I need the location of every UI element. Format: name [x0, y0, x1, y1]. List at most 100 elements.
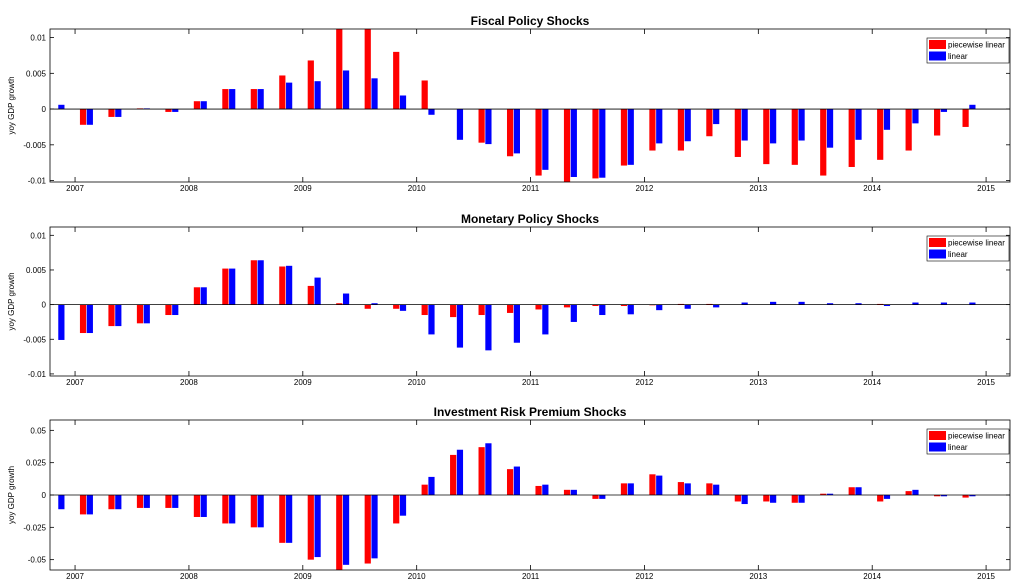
legend-label-piecewise: piecewise linear [948, 239, 1005, 248]
bar-linear-13 [428, 476, 435, 495]
bar-linear-18 [570, 109, 577, 177]
bar-piecewise-4 [165, 495, 172, 508]
bar-linear-8 [286, 82, 293, 110]
bar-linear-1 [86, 109, 93, 125]
bar-piecewise-20 [620, 304, 628, 307]
bar-piecewise-15 [478, 304, 485, 316]
bar-linear-21 [656, 475, 663, 495]
bar-linear-1 [86, 495, 93, 515]
bar-linear-10 [342, 70, 350, 110]
bar-piecewise-13 [421, 304, 428, 316]
bar-linear-5 [200, 101, 207, 110]
bar-linear-4 [172, 304, 179, 316]
y-tick-label: -0.01 [28, 370, 47, 379]
axes-box [49, 226, 1011, 377]
bar-linear-24 [741, 109, 748, 141]
bar-linear-7 [257, 495, 264, 528]
x-tick-label: 2008 [180, 572, 198, 581]
bar-piecewise-3 [136, 304, 144, 324]
bar-piecewise-13 [421, 484, 428, 495]
axes-box [49, 419, 1011, 571]
bar-linear-22 [684, 483, 691, 495]
bar-linear-17 [542, 109, 549, 170]
bar-linear-13 [428, 109, 435, 115]
chart-title: Monetary Policy Shocks [461, 212, 599, 226]
bar-linear-7 [257, 89, 264, 110]
bar-piecewise-18 [563, 489, 571, 495]
bar-piecewise-12 [393, 51, 400, 110]
bar-piecewise-2 [108, 495, 115, 510]
bar-piecewise-8 [279, 266, 286, 305]
chart-title: Fiscal Policy Shocks [471, 14, 590, 28]
bar-piecewise-11 [364, 495, 371, 564]
bar-linear-12 [399, 495, 407, 516]
bar-linear-31 [940, 495, 948, 497]
bar-piecewise-18 [563, 304, 571, 308]
x-tick-label: 2015 [977, 184, 995, 193]
bar-linear-32 [969, 302, 976, 305]
bar-linear-0 [58, 495, 65, 510]
bar-linear-15 [485, 304, 492, 351]
bar-linear-22 [684, 109, 691, 142]
bar-linear-12 [399, 95, 407, 110]
bar-linear-22 [684, 304, 691, 309]
bar-piecewise-16 [506, 109, 514, 157]
chart-title: Investment Risk Premium Shocks [434, 405, 627, 419]
bar-piecewise-16 [506, 304, 514, 313]
bar-linear-6 [229, 268, 236, 305]
bar-linear-15 [485, 443, 492, 495]
bar-piecewise-2 [108, 304, 115, 327]
bar-piecewise-18 [563, 109, 571, 182]
bar-piecewise-19 [592, 495, 599, 499]
bar-linear-8 [286, 265, 293, 305]
y-tick-label: 0.01 [30, 231, 46, 240]
bar-piecewise-10 [336, 29, 343, 110]
bar-linear-10 [342, 495, 350, 565]
bar-piecewise-13 [421, 80, 428, 110]
legend-label-linear: linear [948, 250, 968, 259]
bar-piecewise-1 [79, 495, 87, 515]
plot-area [50, 227, 1010, 376]
bar-piecewise-1 [79, 304, 87, 334]
bar-linear-2 [115, 495, 122, 510]
bar-linear-19 [599, 304, 606, 316]
bar-linear-0 [58, 304, 65, 340]
bar-linear-11 [371, 495, 378, 559]
legend-label-linear: linear [948, 52, 968, 61]
bar-linear-11 [371, 78, 378, 110]
bar-linear-9 [314, 277, 321, 305]
y-tick-label: 0.05 [30, 426, 46, 435]
bar-piecewise-25 [763, 109, 770, 165]
y-tick-label: 0.005 [26, 266, 47, 275]
bar-piecewise-17 [535, 485, 542, 495]
y-tick-label: -0.05 [28, 556, 47, 565]
bar-piecewise-10 [336, 303, 343, 305]
bar-piecewise-31 [934, 495, 941, 497]
x-tick-label: 2014 [863, 184, 881, 193]
bar-piecewise-26 [791, 495, 798, 503]
y-axis-label: yoy GDP growth [7, 466, 16, 524]
bar-piecewise-9 [307, 285, 314, 305]
bar-piecewise-25 [763, 495, 770, 502]
bar-linear-30 [912, 302, 919, 305]
bar-piecewise-16 [506, 469, 514, 495]
y-axis-label: yoy GDP growth [7, 272, 16, 330]
bar-piecewise-19 [592, 304, 599, 307]
y-tick-label: 0.005 [26, 69, 47, 78]
y-tick-label: 0.01 [30, 34, 46, 43]
bar-piecewise-5 [193, 287, 201, 305]
bar-linear-12 [399, 304, 407, 311]
legend-swatch-linear [929, 51, 946, 61]
bar-piecewise-30 [905, 491, 912, 495]
bar-linear-29 [883, 109, 891, 130]
bar-linear-17 [542, 304, 549, 335]
bar-piecewise-24 [734, 109, 741, 157]
bar-piecewise-27 [820, 109, 827, 176]
bar-linear-27 [826, 303, 834, 305]
bar-piecewise-22 [677, 482, 685, 495]
legend: piecewise linear linear [926, 235, 1010, 262]
y-tick-label: -0.025 [23, 523, 46, 532]
x-tick-label: 2012 [636, 378, 654, 387]
bar-linear-18 [570, 489, 577, 495]
